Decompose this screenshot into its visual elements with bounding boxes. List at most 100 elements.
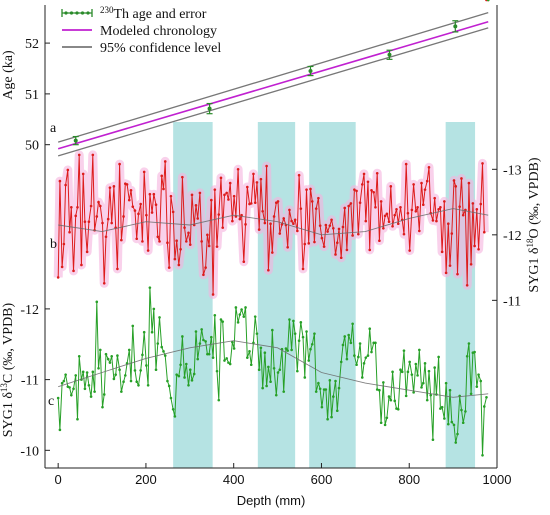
series-point — [433, 196, 436, 200]
series-point — [116, 354, 119, 357]
series-point — [81, 172, 85, 176]
series-point — [187, 231, 190, 235]
series-point — [481, 453, 484, 457]
series-point — [444, 381, 448, 385]
series-point — [152, 307, 156, 311]
series-point — [169, 194, 173, 198]
series-point — [102, 282, 106, 285]
series-point — [355, 189, 358, 193]
series-point — [135, 237, 139, 241]
series-point — [343, 206, 347, 210]
series-point — [425, 398, 429, 402]
series-point — [87, 383, 91, 387]
series-point — [124, 374, 127, 377]
series-point — [326, 230, 329, 233]
series-point — [194, 330, 198, 333]
series-point — [91, 370, 95, 374]
series-point — [345, 357, 349, 361]
series-point — [80, 263, 83, 267]
th-age-point — [308, 69, 313, 74]
series-point — [145, 213, 148, 217]
series-point — [207, 244, 211, 248]
series-point — [204, 340, 207, 343]
panel-letter: c — [48, 394, 54, 409]
series-point — [269, 380, 272, 384]
series-point — [408, 249, 411, 252]
series-point — [227, 198, 230, 201]
series-point — [408, 360, 411, 364]
series-point — [139, 369, 142, 372]
series-point — [74, 214, 78, 218]
series-point — [246, 185, 249, 189]
series-point — [210, 198, 213, 202]
series-point — [259, 177, 263, 181]
series-point — [62, 379, 66, 383]
series-point — [310, 200, 314, 203]
series-point — [357, 232, 360, 236]
series-point — [452, 423, 456, 427]
series-point — [286, 349, 289, 352]
series-point — [60, 265, 64, 269]
series-point — [395, 207, 398, 211]
series-point — [412, 391, 415, 394]
series-point — [485, 395, 488, 399]
series-point — [292, 319, 295, 323]
series-point — [185, 362, 188, 366]
series-point — [317, 196, 320, 200]
series-point — [420, 386, 423, 389]
series-point — [328, 379, 332, 382]
series-point — [276, 200, 280, 203]
series-point — [389, 185, 393, 188]
series-point — [89, 395, 93, 398]
series-point — [337, 386, 341, 390]
series-point — [167, 384, 171, 388]
series-point — [148, 286, 152, 289]
series-point — [379, 200, 383, 203]
series-point — [137, 383, 140, 387]
series-point — [177, 374, 181, 378]
series-point — [221, 320, 225, 323]
series-point — [423, 188, 427, 191]
series-point — [435, 219, 438, 223]
series-point — [133, 209, 137, 212]
series-point — [263, 351, 267, 355]
series-point — [357, 355, 360, 359]
series-point — [339, 256, 343, 260]
series-point — [341, 343, 345, 347]
series-point — [414, 209, 418, 213]
series-point — [253, 315, 257, 318]
series-point — [70, 393, 73, 397]
series-point — [421, 381, 425, 385]
series-point — [293, 218, 297, 222]
series-point — [257, 228, 261, 231]
series-point — [223, 193, 226, 197]
series-point — [269, 222, 272, 225]
series-point — [337, 227, 341, 231]
series-point — [135, 380, 139, 384]
series-point — [183, 376, 186, 379]
series-point — [177, 263, 181, 267]
series-point — [76, 417, 79, 421]
series-point — [190, 193, 194, 197]
series-point — [236, 168, 240, 171]
series-point — [200, 328, 203, 331]
series-point — [60, 381, 64, 385]
series-point — [427, 369, 431, 373]
series-point — [292, 222, 295, 225]
series-point — [163, 160, 167, 163]
series-point — [133, 369, 137, 372]
x-tick-label: 600 — [311, 472, 333, 487]
series-point — [215, 245, 219, 248]
series-point — [139, 202, 142, 206]
series-point — [314, 207, 318, 210]
series-point — [198, 342, 202, 345]
series-point — [383, 214, 387, 218]
series-point — [379, 421, 383, 425]
series-point — [288, 208, 291, 212]
series-point — [393, 399, 397, 403]
series-point — [318, 224, 322, 227]
series-point — [70, 206, 73, 209]
series-point — [97, 200, 100, 204]
series-point — [249, 202, 253, 205]
series-point — [167, 266, 171, 269]
